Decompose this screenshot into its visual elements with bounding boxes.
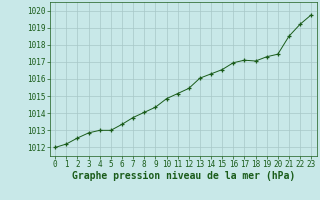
X-axis label: Graphe pression niveau de la mer (hPa): Graphe pression niveau de la mer (hPa) [72, 171, 295, 181]
